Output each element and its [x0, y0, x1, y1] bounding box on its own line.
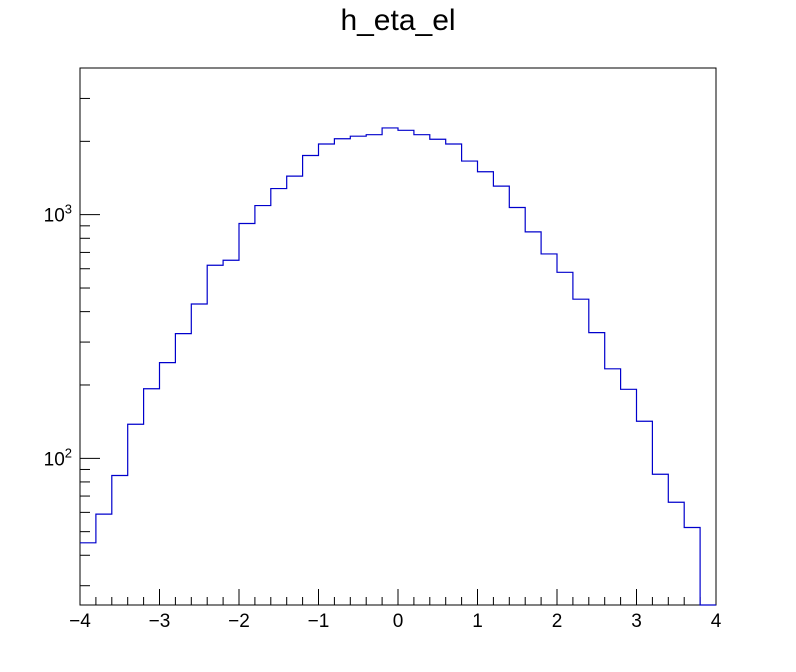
x-tick-label: 0: [393, 611, 404, 632]
chart-title: h_eta_el: [340, 4, 456, 37]
axis-labels: −4 −3 −2 −1 0 1 2 3 4 102 103: [44, 202, 722, 632]
x-tick-label: 2: [552, 611, 563, 632]
x-tick-label: 4: [711, 611, 722, 632]
y-tick-label: 102: [44, 445, 72, 470]
x-tick-label: −3: [149, 611, 171, 632]
x-tick-label: 1: [472, 611, 483, 632]
x-tick-label: −4: [69, 611, 91, 632]
axis-ticks: [79, 67, 717, 605]
y-tick-label: 103: [44, 202, 72, 227]
x-tick-label: −1: [308, 611, 330, 632]
histogram-line: [80, 127, 716, 606]
x-tick-label: 3: [631, 611, 642, 632]
x-tick-label: −2: [228, 611, 250, 632]
